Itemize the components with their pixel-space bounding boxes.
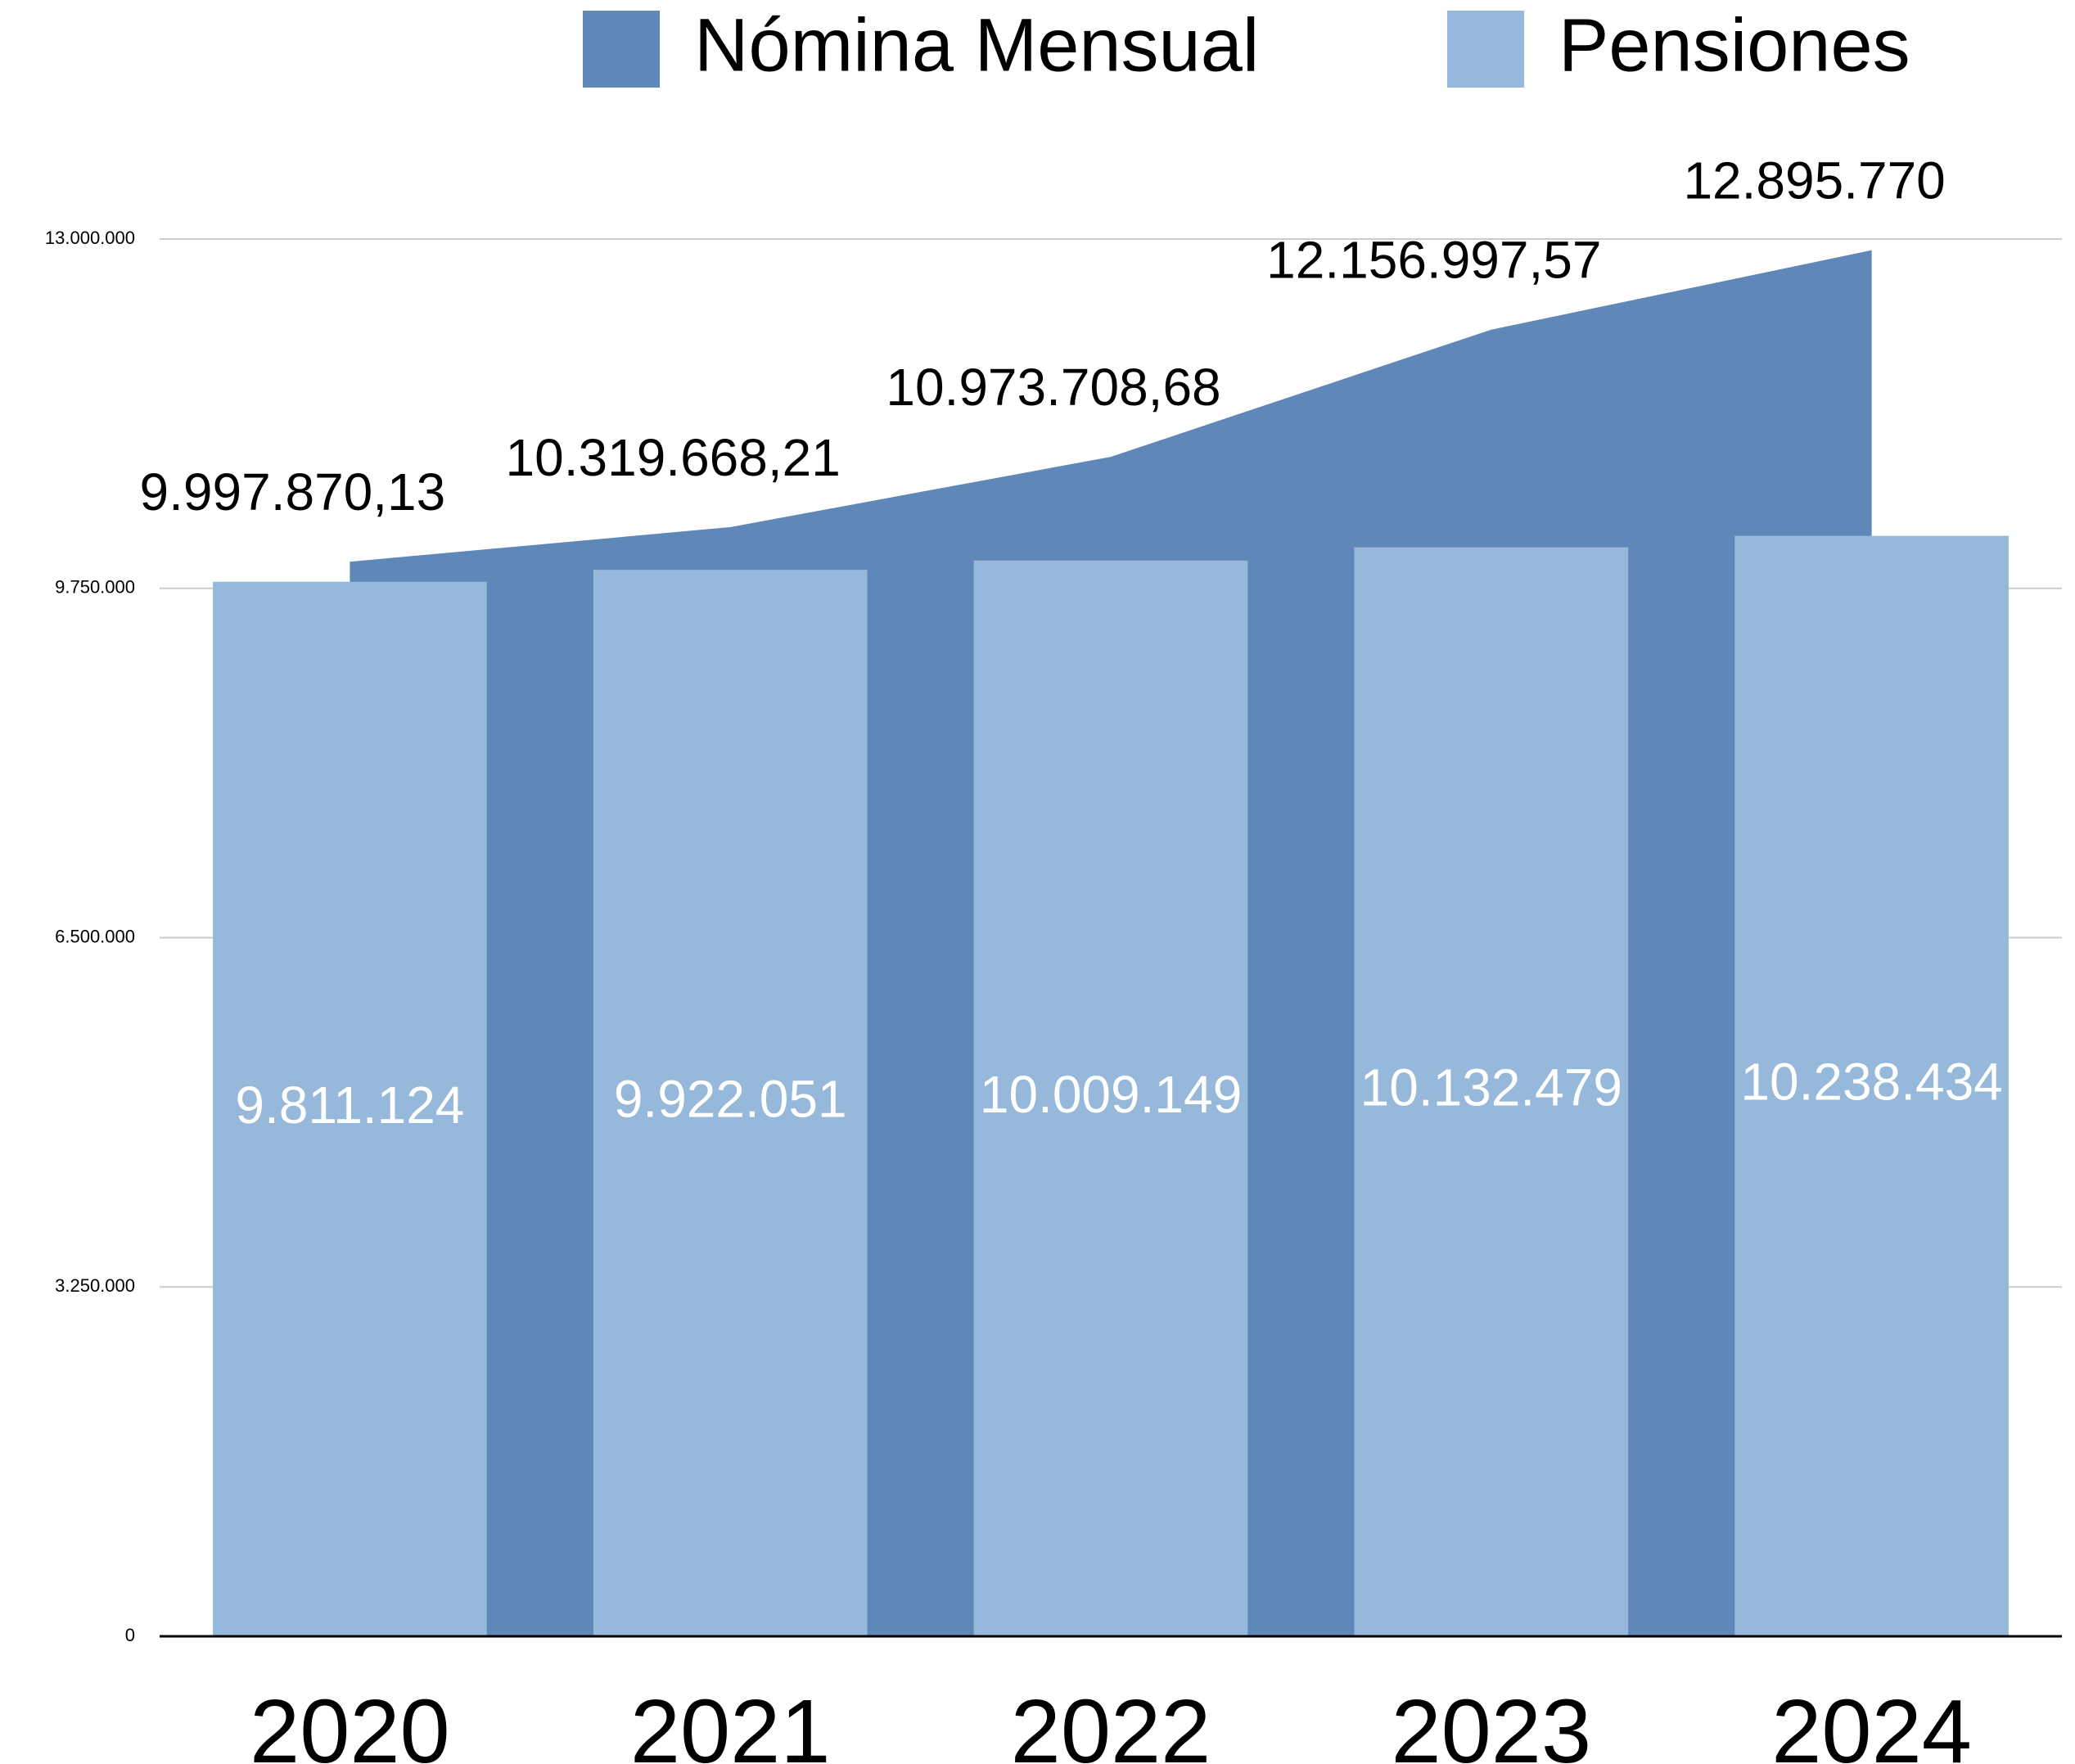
area-value-label: 12.156.997,57 [1266,231,1601,290]
y-tick-label: 9.750.000 [55,577,135,598]
legend-swatch [1447,11,1524,88]
legend-swatch [583,11,660,88]
bar-value-label: 10.009.149 [980,1065,1242,1124]
y-tick-label: 13.000.000 [45,228,135,248]
bar-value-label: 9.922.051 [614,1069,847,1128]
bar [1354,547,1629,1636]
bar-value-label: 10.132.479 [1360,1058,1622,1117]
bar [1734,535,2009,1636]
bar-value-label: 10.238.434 [1740,1053,2002,1112]
legend-label: Nómina Mensual [694,3,1259,87]
y-tick-label: 0 [125,1625,135,1645]
bar [593,570,868,1636]
area-value-label: 9.997.870,13 [140,462,446,521]
bar [213,581,487,1637]
x-tick-label: 2022 [1011,1681,1211,1764]
x-tick-label: 2024 [1771,1681,1972,1764]
area-value-label: 10.319.668,21 [506,428,841,487]
x-tick-label: 2021 [630,1681,831,1764]
bar [973,560,1248,1637]
y-tick-label: 6.500.000 [55,926,135,946]
legend-label: Pensiones [1559,3,1910,87]
y-tick-label: 3.250.000 [55,1275,135,1296]
area-value-label: 10.973.708,68 [886,358,1220,417]
bar-value-label: 9.811.124 [235,1076,464,1135]
x-tick-label: 2023 [1391,1681,1591,1764]
area-value-label: 12.895.770 [1683,151,1945,210]
x-tick-label: 2020 [250,1681,450,1764]
